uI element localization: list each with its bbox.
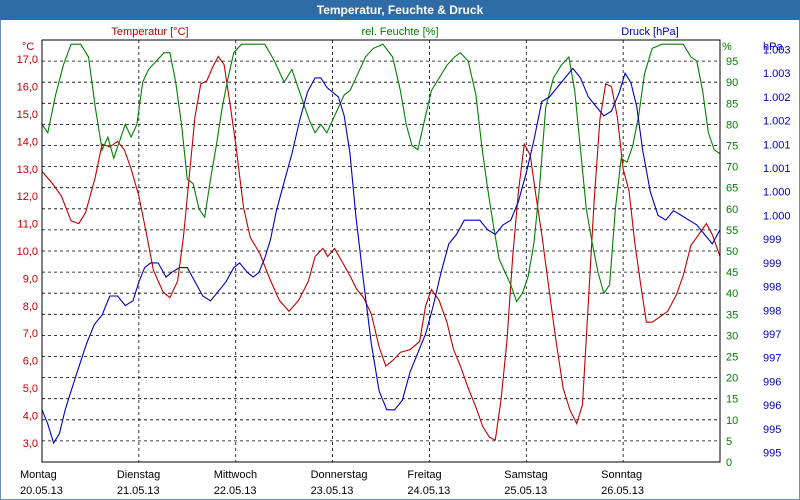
temperature-axis-label: Temperatur [°C]	[111, 26, 188, 38]
humidity-tick-label: 65	[726, 183, 738, 195]
humidity-tick-label: 85	[726, 98, 738, 110]
temperature-tick-label: 6,0	[23, 356, 38, 368]
pressure-tick-label: 997	[763, 329, 781, 341]
x-tick-date: 21.05.13	[117, 485, 160, 497]
humidity-tick-label: 45	[726, 267, 738, 279]
pressure-tick-label: 998	[763, 305, 781, 317]
x-tick-date: 25.05.13	[504, 485, 547, 497]
x-tick-date: 23.05.13	[311, 485, 354, 497]
pressure-axis-label: Druck [hPa]	[621, 26, 678, 38]
x-tick-date: 26.05.13	[601, 485, 644, 497]
humidity-tick-label: 75	[726, 141, 738, 153]
pressure-tick-label: 995	[763, 424, 781, 436]
x-tick-day: Montag	[20, 469, 57, 481]
temperature-tick-label: 15,0	[17, 109, 38, 121]
pressure-tick-label: 1.002	[763, 116, 791, 128]
humidity-tick-label: 95	[726, 56, 738, 68]
pressure-tick-label: 1.003	[763, 44, 791, 56]
humidity-tick-label: 55	[726, 225, 738, 237]
humidity-tick-label: 20	[726, 373, 738, 385]
humidity-tick-label: 15	[726, 394, 738, 406]
pressure-tick-label: 996	[763, 376, 781, 388]
series-line-pressure	[41, 67, 721, 445]
humidity-tick-label: 30	[726, 330, 738, 342]
pressure-tick-label: 995	[763, 448, 781, 460]
temperature-tick-label: 10,0	[17, 246, 38, 258]
humidity-tick-label: 60	[726, 204, 738, 216]
pressure-tick-label: 999	[763, 234, 781, 246]
humidity-tick-label: 0	[726, 457, 732, 469]
pressure-tick-label: 1.002	[763, 92, 791, 104]
pressure-tick-label: 997	[763, 353, 781, 365]
x-tick-day: Freitag	[407, 469, 441, 481]
humidity-tick-label: 90	[726, 77, 738, 89]
pressure-tick-label: 1.003	[763, 68, 791, 80]
pressure-tick-label: 996	[763, 400, 781, 412]
humidity-tick-label: 10	[726, 415, 738, 427]
pressure-tick-label: 1.000	[763, 210, 791, 222]
temperature-tick-label: 9,0	[23, 273, 38, 285]
humidity-tick-label: 50	[726, 246, 738, 258]
pressure-tick-label: 1.001	[763, 139, 791, 151]
pressure-tick-label: 1.001	[763, 163, 791, 175]
series-line-temperature	[41, 55, 721, 441]
temperature-tick-label: 14,0	[17, 136, 38, 148]
temperature-tick-label: 12,0	[17, 191, 38, 203]
temperature-tick-label: 4,0	[23, 410, 38, 422]
temperature-tick-label: 3,0	[23, 438, 38, 450]
temperature-tick-label: 7,0	[23, 328, 38, 340]
pressure-unit: hPa	[763, 41, 783, 53]
plot-border	[41, 39, 721, 463]
series-line-humidity	[41, 43, 721, 303]
pressure-tick-label: 1.000	[763, 187, 791, 199]
temperature-tick-label: 16,0	[17, 82, 38, 94]
x-tick-date: 22.05.13	[214, 485, 257, 497]
x-tick-day: Mittwoch	[214, 469, 257, 481]
humidity-tick-label: 25	[726, 352, 738, 364]
x-tick-day: Dienstag	[117, 469, 160, 481]
x-tick-day: Donnerstag	[311, 469, 368, 481]
humidity-tick-label: 35	[726, 309, 738, 321]
x-tick-day: Sonntag	[601, 469, 642, 481]
temperature-tick-label: 13,0	[17, 164, 38, 176]
x-tick-date: 20.05.13	[20, 485, 63, 497]
x-tick-day: Samstag	[504, 469, 547, 481]
temperature-unit: °C	[22, 41, 34, 53]
pressure-tick-label: 998	[763, 282, 781, 294]
humidity-tick-label: 70	[726, 162, 738, 174]
temperature-tick-label: 5,0	[23, 383, 38, 395]
pressure-tick-label: 999	[763, 258, 781, 270]
humidity-tick-label: 80	[726, 119, 738, 131]
x-tick-date: 24.05.13	[407, 485, 450, 497]
temperature-tick-label: 11,0	[17, 219, 38, 231]
temperature-tick-label: 8,0	[23, 301, 38, 313]
humidity-tick-label: 40	[726, 288, 738, 300]
temperature-tick-label: 17,0	[17, 54, 38, 66]
humidity-tick-label: 5	[726, 436, 732, 448]
humidity-unit: %	[722, 41, 732, 53]
humidity-axis-label: rel. Feuchte [%]	[361, 26, 438, 38]
chart-title: Temperatur, Feuchte & Druck	[0, 0, 800, 20]
